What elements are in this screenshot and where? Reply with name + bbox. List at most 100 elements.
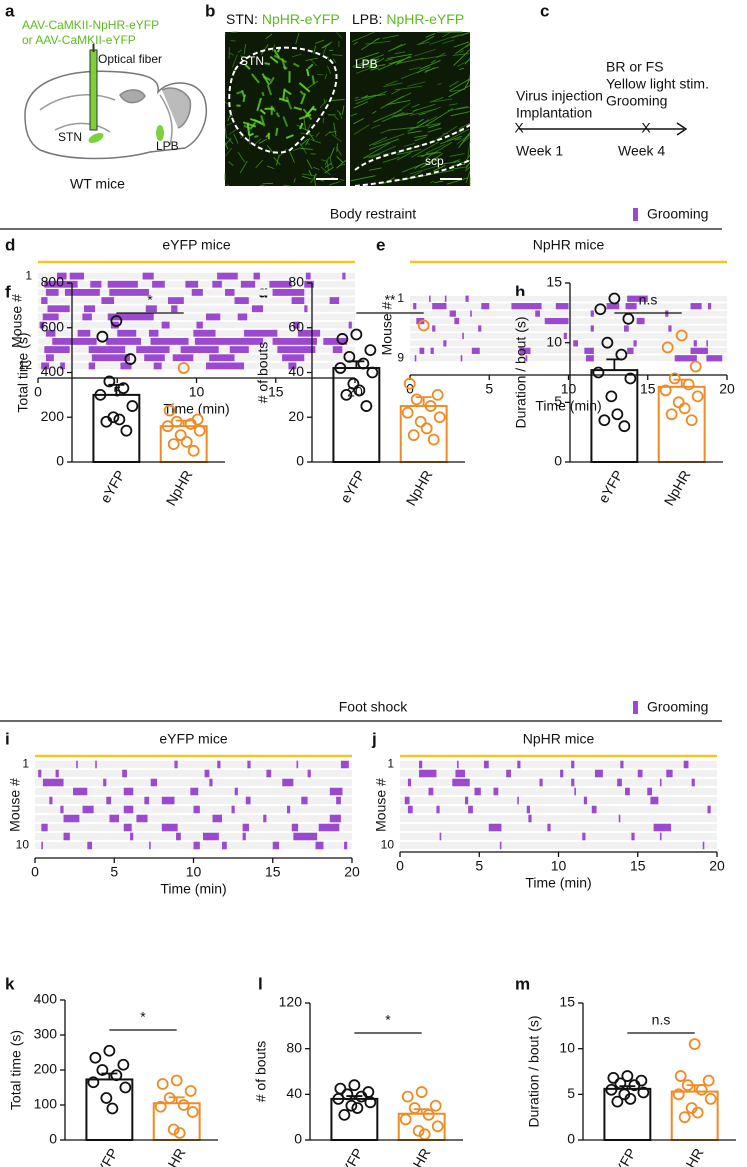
region-label: LPB [156,139,179,153]
texture [467,140,471,157]
y-axis-label: Mouse # [379,301,395,355]
texture [324,74,328,80]
texture [283,89,292,96]
texture [310,173,317,184]
texture [226,184,230,187]
grooming-bout [631,832,635,841]
x-tick-label: 20 [709,858,725,874]
data-point [608,292,621,305]
grooming-bout [344,841,348,850]
texture [259,108,266,115]
texture [459,50,464,54]
grooming-bout [647,787,653,796]
grooming-bout [60,362,65,370]
texture [338,163,346,167]
row-label: 9 [397,350,404,364]
texture [271,44,276,52]
row-background [38,354,355,361]
grooming-bout [474,787,481,796]
grooming-bout [204,769,210,778]
data-point [412,1124,425,1137]
significance-label: n.s [639,292,658,308]
data-point [624,1093,637,1105]
grooming-bout [91,354,130,362]
legend-label: Grooming [647,206,708,222]
texture [447,106,471,112]
grooming-bout [144,354,165,362]
row-label: 1 [387,757,394,771]
texture [339,178,345,182]
data-point [173,1127,186,1139]
data-point [167,1123,180,1136]
texture [414,136,427,142]
data-point [399,1113,412,1126]
grooming-bout [484,760,489,769]
texture [237,49,242,53]
data-point [614,1077,627,1090]
grooming-bout [690,303,702,310]
texture [285,134,294,140]
data-point [665,408,678,421]
grooming-bout [478,325,482,332]
grooming-bout [288,362,297,370]
data-point [338,1108,351,1121]
texture [224,101,229,105]
grooming-bout [193,805,200,814]
grooming-bout [296,760,299,769]
grooming-bout [428,787,434,796]
grooming-bout [209,354,235,362]
data-point [177,1099,190,1111]
x-tick-label: 5 [485,381,493,397]
texture [438,161,460,165]
data-point [345,1099,358,1112]
texture [231,54,238,68]
texture [336,31,343,39]
texture [329,157,333,167]
grooming-bout [659,778,662,787]
region-outline [228,46,338,154]
data-point [668,372,681,385]
grooming-bout [462,332,464,340]
y-axis-label: Duration / bout (s) [513,316,529,428]
grooming-bout [526,805,530,814]
grooming-bout [674,355,697,362]
row-background [400,824,717,831]
data-point [685,414,698,427]
y-tick-label: 15 [559,994,575,1010]
grooming-bout [452,778,470,787]
texture [433,125,458,142]
row-label: 10 [16,838,30,852]
grooming-bout [45,329,56,337]
data-point [418,1128,431,1141]
data-point [427,433,440,446]
panel-label: a [5,1,15,20]
grooming-bout [560,769,564,778]
grooming-bout [691,778,695,787]
y-tick-label: 800 [41,274,65,290]
texture [282,88,286,101]
grooming-bout [291,297,305,305]
timeline-arrow [676,122,688,136]
texture [313,45,317,54]
texture [310,139,322,144]
texture [243,124,252,130]
row-background [400,779,717,786]
grooming-bout [637,769,643,778]
texture [273,54,288,64]
y-tick-label: 5 [567,1085,575,1101]
texture [354,96,359,99]
image-header: STN: NpHR-eYFP [226,11,340,27]
data-point [100,1092,113,1104]
y-tick-label: 10 [546,333,562,349]
x-tick-label: NpHR [156,1145,189,1167]
region-label: STN [58,130,82,144]
texture [237,151,246,163]
texture [313,166,320,171]
grooming-bout [212,814,223,823]
y-tick-label: 20 [288,408,304,424]
row-label: 12 [19,358,33,372]
x-tick-label: NpHR [401,1145,434,1167]
grooming-bout [517,760,521,769]
y-tick-label: 80 [286,1039,302,1055]
week-label: Week 1 [516,143,563,159]
